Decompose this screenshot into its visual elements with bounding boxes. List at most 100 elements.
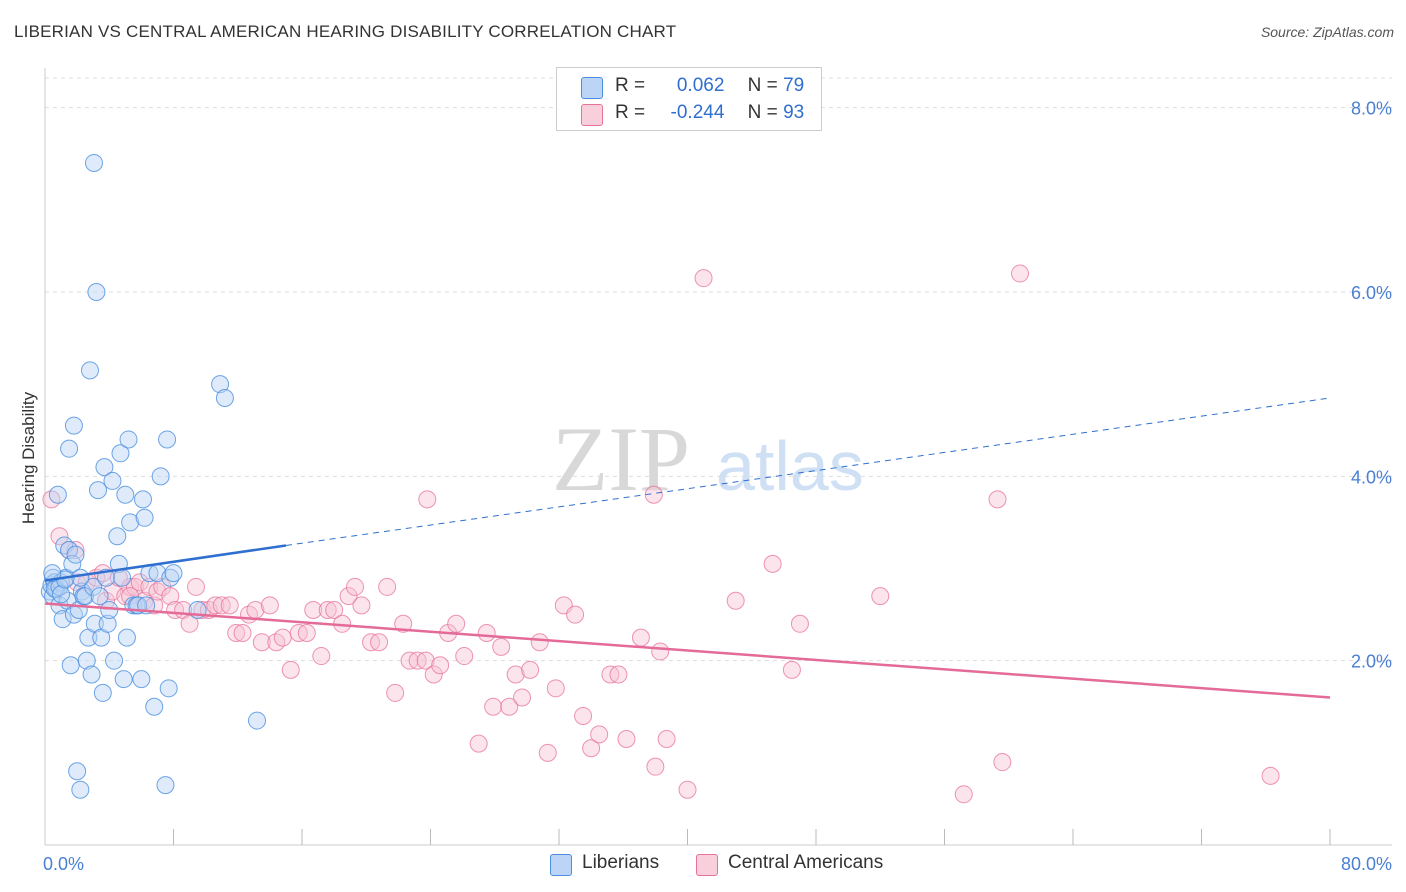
data-point-liberians [60, 541, 79, 560]
data-point-central-americans [161, 587, 180, 606]
data-point-central-americans [378, 577, 397, 596]
legend-n-label: N = [747, 102, 778, 123]
data-point-liberians [61, 656, 80, 675]
data-point-central-americans [252, 633, 271, 652]
data-point-central-americans [318, 600, 337, 619]
data-point-central-americans [609, 665, 628, 684]
data-point-central-americans [694, 269, 713, 288]
legend-n-value: 93 [783, 102, 805, 123]
data-point-liberians [95, 458, 114, 477]
legend-r-label: R = [615, 75, 646, 96]
data-point-central-americans [590, 725, 609, 744]
data-point-liberians [132, 670, 151, 689]
data-point-central-americans [418, 490, 437, 509]
data-point-liberians [66, 545, 85, 564]
data-point-central-americans [617, 730, 636, 749]
data-point-central-americans [447, 614, 466, 633]
data-point-central-americans [646, 757, 665, 776]
grid [45, 77, 1392, 662]
data-point-central-americans [782, 660, 801, 679]
data-point-liberians [80, 361, 99, 380]
data-point-central-americans [227, 624, 246, 643]
bottom-legend-label: Central Americans [728, 852, 884, 873]
data-point-central-americans [50, 527, 69, 546]
data-point-central-americans [352, 596, 371, 615]
watermark-zip: ZIP [552, 408, 690, 510]
data-point-liberians [121, 513, 140, 532]
data-point-central-americans [220, 596, 239, 615]
data-point-liberians [117, 628, 136, 647]
axes [44, 68, 1392, 846]
data-point-central-americans [726, 591, 745, 610]
data-point-liberians [89, 481, 108, 500]
data-point-central-americans [206, 596, 225, 615]
data-point-central-americans [1010, 264, 1029, 283]
data-point-central-americans [574, 706, 593, 725]
chart-title: LIBERIAN VS CENTRAL AMERICAN HEARING DIS… [14, 22, 677, 41]
data-point-liberians [82, 665, 101, 684]
data-point-central-americans [644, 485, 663, 504]
y-tick-label: 2.0% [1351, 652, 1392, 672]
data-point-liberians [84, 153, 103, 172]
legend: R = 0.062 N = 79 R = -0.244 N = 93 [556, 67, 822, 131]
x-tick-label: 80.0% [1341, 854, 1392, 874]
data-point-liberians [84, 577, 103, 596]
data-point-central-americans [469, 734, 488, 753]
data-point-liberians [116, 485, 135, 504]
data-point-liberians [87, 282, 106, 301]
data-point-liberians [159, 679, 178, 698]
data-point-liberians [68, 762, 87, 781]
trend-lines [44, 397, 1331, 699]
bottom-legend: Liberians Central Americans [0, 851, 1406, 879]
data-point-central-americans [416, 651, 435, 670]
legend-r-value: 0.062 [676, 75, 725, 96]
data-point-liberians [211, 375, 230, 394]
y-tick-label: 6.0% [1351, 283, 1392, 303]
data-point-central-americans [651, 642, 670, 661]
data-point-liberians [52, 585, 71, 604]
data-point-central-americans [186, 577, 205, 596]
data-point-liberians [111, 444, 130, 463]
data-point-central-americans [521, 660, 540, 679]
data-point-central-americans [484, 697, 503, 716]
tick-labels: 2.0% 4.0% 6.0% 8.0% 0.0% 80.0% [43, 99, 1392, 874]
data-point-central-americans [267, 633, 286, 652]
data-point-liberians [93, 683, 112, 702]
data-point-central-americans [790, 614, 809, 633]
data-point-central-americans [631, 628, 650, 647]
data-point-central-americans [424, 665, 443, 684]
data-point-central-americans [500, 697, 519, 716]
data-point-central-americans [546, 679, 565, 698]
legend-r-value: -0.244 [670, 102, 725, 123]
data-point-central-americans [42, 490, 61, 509]
data-point-central-americans [386, 683, 405, 702]
data-point-central-americans [530, 633, 549, 652]
data-point-liberians [215, 388, 234, 407]
data-point-central-americans [273, 628, 292, 647]
x-tick-label: 0.0% [43, 854, 84, 874]
data-point-central-americans [566, 605, 585, 624]
y-tick-label: 8.0% [1351, 99, 1392, 119]
data-point-central-americans [130, 573, 149, 592]
data-point-liberians [145, 697, 164, 716]
bottom-legend-label: Liberians [582, 852, 660, 873]
data-point-central-americans [346, 577, 365, 596]
data-point-central-americans [506, 665, 525, 684]
data-point-liberians [71, 780, 90, 799]
data-point-liberians [151, 467, 170, 486]
y-axis-label: Hearing Disability [19, 391, 38, 524]
data-point-central-americans [312, 647, 331, 666]
y-tick-label: 4.0% [1351, 467, 1392, 487]
legend-swatch-blue [581, 77, 603, 99]
data-point-liberians [71, 568, 90, 587]
data-point-central-americans [260, 596, 279, 615]
legend-n-value: 79 [783, 75, 805, 96]
data-point-liberians [119, 430, 138, 449]
data-point-liberians [77, 651, 96, 670]
trend-line-liberians-solid [44, 544, 287, 582]
data-point-liberians [135, 508, 154, 527]
data-point-liberians [113, 568, 132, 587]
data-point-central-americans [678, 780, 697, 799]
data-point-liberians [105, 651, 124, 670]
